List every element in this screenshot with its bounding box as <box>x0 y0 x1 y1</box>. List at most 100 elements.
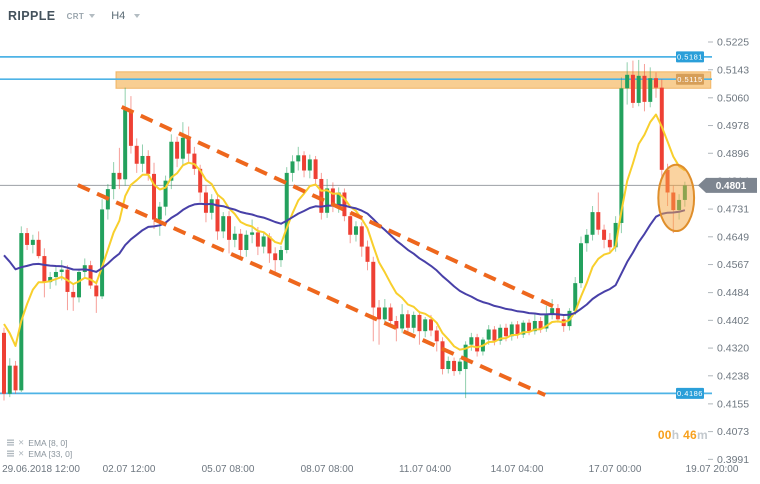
candle-body <box>77 271 82 298</box>
candle-body <box>192 153 197 169</box>
candle-body <box>198 168 203 193</box>
indicator-close-icon[interactable]: ✕ <box>18 449 25 458</box>
highlight-ellipse[interactable] <box>657 163 696 233</box>
svg-text:0.5181: 0.5181 <box>677 53 703 62</box>
candle-body <box>163 180 168 207</box>
candle-body <box>59 269 64 272</box>
candle-body <box>261 236 266 247</box>
current-price-badge[interactable]: 0.4801 <box>698 177 757 193</box>
candle-body <box>573 283 578 311</box>
price-tick-label: 0.3991 <box>717 454 749 466</box>
candle-body <box>88 265 93 286</box>
candle-body <box>169 141 174 181</box>
candle-body <box>602 229 607 240</box>
countdown-minutes: 46 <box>683 428 698 442</box>
candle-body <box>13 365 18 391</box>
candle-body <box>30 239 35 245</box>
candle-body <box>452 360 457 372</box>
candle-body <box>388 307 393 322</box>
candle-body <box>590 212 595 235</box>
candle-body <box>371 261 376 308</box>
trendline-2[interactable] <box>77 183 547 397</box>
candle-body <box>296 155 301 162</box>
candle-body <box>19 233 24 391</box>
candle-body <box>642 75 647 102</box>
candles <box>2 59 687 401</box>
indicator-label: EMA [8, 0] <box>28 437 68 448</box>
candle-body <box>7 365 12 394</box>
ema-33-line[interactable] <box>3 202 686 316</box>
candle-body <box>336 192 341 207</box>
candle-body <box>457 361 462 372</box>
candle-body <box>290 161 295 173</box>
candle-body <box>630 74 635 103</box>
candle-body <box>625 74 630 89</box>
price-tick-label: 0.5143 <box>717 64 749 76</box>
candle-body <box>654 78 659 88</box>
price-tick-label: 0.4731 <box>717 204 749 216</box>
candle-body <box>515 324 520 335</box>
resistance-upper-badge[interactable]: 0.5181 <box>676 51 704 63</box>
price-axis: 0.52250.51430.50600.49780.48960.48140.47… <box>708 37 749 466</box>
indicator-settings-icon[interactable] <box>7 450 14 457</box>
indicator-close-icon[interactable]: ✕ <box>18 438 25 447</box>
candle-body <box>48 277 53 283</box>
candle-body <box>146 155 151 174</box>
resistance-inner-badge[interactable]: 0.5115 <box>676 73 704 85</box>
candle-body <box>394 321 399 329</box>
candle-body <box>613 222 618 248</box>
candle-body <box>417 314 422 332</box>
timeframe-selector[interactable]: H4 <box>111 10 141 22</box>
candle-body <box>313 159 318 179</box>
price-tick-label: 0.4238 <box>717 370 749 382</box>
indicator-settings-icon[interactable] <box>7 439 14 446</box>
countdown-hours: 00 <box>657 428 672 442</box>
candle-body <box>377 307 382 320</box>
candle-body <box>215 199 220 232</box>
candle-body <box>117 172 122 180</box>
candle-body <box>348 216 353 235</box>
price-tick-label: 0.4484 <box>717 287 749 299</box>
candle-body <box>550 308 555 315</box>
candle-body <box>584 234 589 244</box>
ema-8-line[interactable] <box>3 113 686 351</box>
candle-body <box>532 321 537 332</box>
candle-body <box>180 137 185 159</box>
candle-body <box>648 78 653 102</box>
price-tick-label: 0.4320 <box>717 343 749 355</box>
candle-body <box>307 159 312 171</box>
candle-body <box>423 319 428 332</box>
candle-body <box>227 216 232 240</box>
candle-body <box>244 234 249 250</box>
price-tick-label: 0.4402 <box>717 315 749 327</box>
candle-body <box>250 232 255 235</box>
candle-body <box>475 337 480 352</box>
support-badge[interactable]: 0.4186 <box>676 387 704 399</box>
time-tick-label: 08.07 08:00 <box>301 464 354 475</box>
candle-body <box>255 232 260 247</box>
price-tick-label: 0.4567 <box>717 259 749 271</box>
market-label: CRT <box>66 11 85 21</box>
candle-body <box>273 253 278 261</box>
time-axis: 29.06.2018 12:00 02.07 12:00 05.07 08:00 08… <box>2 464 739 475</box>
price-tick-label: 0.5060 <box>717 92 749 104</box>
candle-body <box>319 178 324 213</box>
svg-text:0.4801: 0.4801 <box>716 181 747 192</box>
chevron-down-icon <box>134 14 141 18</box>
svg-text:0.4186: 0.4186 <box>677 389 703 398</box>
candle-body <box>527 322 532 332</box>
candle-body <box>359 226 364 247</box>
price-tick-label: 0.4073 <box>717 426 749 438</box>
trendline-1[interactable] <box>120 105 556 309</box>
time-tick-label: 29.06.2018 12:00 <box>2 464 80 475</box>
candle-body <box>325 188 330 213</box>
market-selector[interactable]: CRT <box>67 12 96 21</box>
indicator-row-ema8: ✕ EMA [8, 0] <box>7 437 72 448</box>
candle-body <box>111 172 116 190</box>
candle-body <box>492 329 497 341</box>
candle-countdown: 00h 46m <box>658 428 708 442</box>
time-tick-label: 02.07 12:00 <box>103 464 156 475</box>
price-tick-label: 0.4978 <box>717 120 749 132</box>
